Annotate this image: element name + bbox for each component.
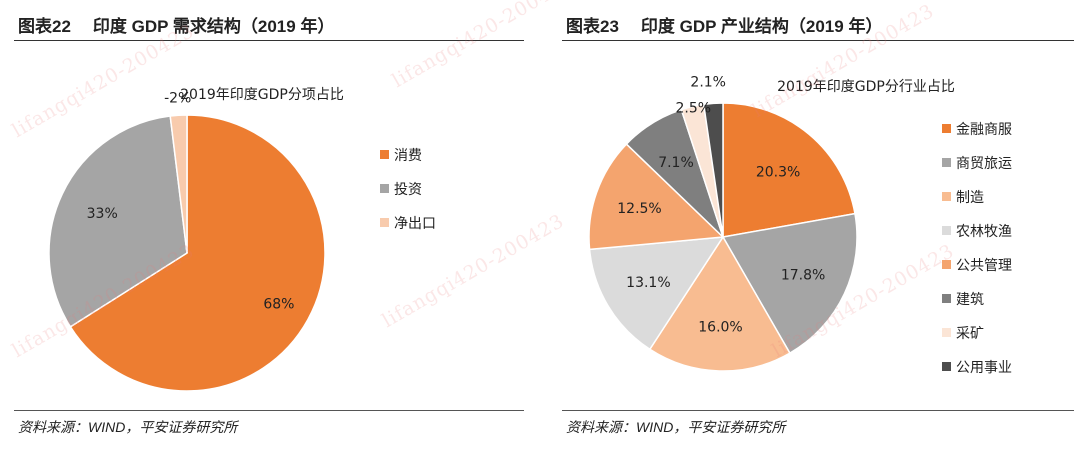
demand-legend-label: 消费 <box>394 148 422 164</box>
demand-pie-data-label: 68% <box>263 297 294 313</box>
figure-22-heading: 图表22 印度 GDP 需求结构（2019 年） <box>18 12 334 37</box>
industry-legend-swatch <box>942 158 951 167</box>
figure-22-source: 资料来源：WIND，平安证券研究所 <box>18 419 238 435</box>
industry-pie-slice <box>722 102 856 238</box>
industry-pie-slice <box>721 212 858 355</box>
figure-23-source: 资料来源：WIND，平安证券研究所 <box>566 419 786 435</box>
figure-23-bottom-rule <box>562 410 1074 411</box>
industry-legend-label: 农林牧渔 <box>956 224 1012 240</box>
industry-pie-labels: 20.3% 17.8% 16.0% 13.1% 12.5% 7.1% 2.5% 2.1% <box>617 74 825 335</box>
industry-pie-data-label: 13.1% <box>626 275 670 291</box>
industry-legend-swatch <box>942 294 951 303</box>
demand-pie-labels: 68% 33% -2% <box>87 91 295 313</box>
figure-22-top-rule <box>14 40 524 41</box>
industry-pie-data-label: 20.3% <box>756 164 800 180</box>
industry-legend-label: 制造 <box>956 190 984 206</box>
demand-legend-label: 投资 <box>394 182 422 198</box>
industry-legend-swatch <box>942 328 951 337</box>
figure-22-number: 图表22 <box>18 17 71 36</box>
industry-legend-swatch <box>942 260 951 269</box>
industry-pie-data-label: 7.1% <box>658 155 694 171</box>
figure-22-panel: 图表22 印度 GDP 需求结构（2019 年） 2019年印度GDP分项占比 6… <box>0 0 530 450</box>
industry-pie-slice <box>702 102 724 238</box>
industry-pie-slice <box>648 235 791 372</box>
industry-legend-swatch <box>942 124 951 133</box>
industry-pie-data-label: 2.5% <box>676 101 712 117</box>
figure-23-number: 图表23 <box>566 17 619 36</box>
industry-legend-swatch <box>942 192 951 201</box>
industry-legend-label: 金融商服 <box>956 122 1012 138</box>
industry-legend-label: 采矿 <box>956 326 984 342</box>
industry-structure-pie-chart: 2019年印度GDP分行业占比 20.3% 17.8% 16.0% 13.1% 12.5… <box>588 74 1012 376</box>
demand-legend-swatch <box>380 218 389 227</box>
demand-pie-slice <box>69 114 326 392</box>
demand-legend-swatch <box>380 184 389 193</box>
demand-legend-swatch <box>380 150 389 159</box>
industry-legend-swatch <box>942 226 951 235</box>
industry-legend-label: 商贸旅运 <box>956 156 1012 172</box>
figure-22-title: 印度 GDP 需求结构（2019 年） <box>92 17 335 36</box>
industry-legend-label: 公用事业 <box>956 360 1012 376</box>
industry-pie-data-label: 17.8% <box>781 267 825 283</box>
figure-22-bottom-rule <box>14 410 524 411</box>
industry-pie-slices <box>588 102 858 372</box>
figure-23-top-rule <box>562 40 1074 41</box>
industry-pie-slice <box>588 236 725 351</box>
demand-pie-data-label: -2% <box>164 91 191 107</box>
industry-legend-label: 公共管理 <box>956 258 1012 274</box>
figure-23-heading: 图表23 印度 GDP 产业结构（2019 年） <box>566 12 882 37</box>
industry-pie-data-label: 2.1% <box>690 74 726 90</box>
demand-pie-slice <box>169 114 188 254</box>
figure-23-panel: 图表23 印度 GDP 产业结构（2019 年） 2019年印度GDP分行业占比 … <box>548 0 1080 450</box>
industry-legend-label: 建筑 <box>956 292 984 308</box>
demand-chart-title: 2019年印度GDP分项占比 <box>180 87 344 103</box>
demand-legend-label: 净出口 <box>394 216 436 232</box>
figure-23-title: 印度 GDP 产业结构（2019 年） <box>640 17 883 36</box>
industry-pie-slice <box>588 142 725 251</box>
industry-pie-data-label: 12.5% <box>617 201 661 217</box>
industry-legend-swatch <box>942 362 951 371</box>
demand-pie-data-label: 33% <box>87 206 118 222</box>
industry-chart-title: 2019年印度GDP分行业占比 <box>777 79 955 95</box>
demand-pie-slices <box>48 114 326 392</box>
industry-pie-data-label: 16.0% <box>698 320 742 336</box>
demand-pie-slice <box>48 115 188 328</box>
